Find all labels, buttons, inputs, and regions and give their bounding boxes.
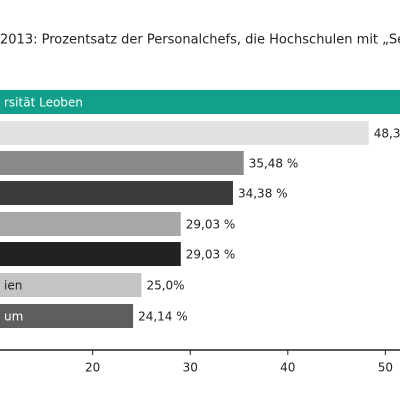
bar	[0, 151, 244, 175]
category-label: um	[4, 310, 23, 324]
bar	[0, 90, 400, 114]
category-label: ien	[4, 279, 22, 293]
chart-title: 2013: Prozentsatz der Personalchefs, die…	[0, 33, 400, 48]
bar	[0, 181, 233, 205]
x-tick-label: 50	[378, 361, 393, 375]
x-tick-label: 20	[85, 361, 100, 375]
value-label: 29,03 %	[186, 248, 236, 262]
value-label: 29,03 %	[186, 218, 236, 232]
value-label: 35,48 %	[249, 157, 299, 171]
category-label: rsität Leoben	[4, 96, 83, 110]
x-tick-label: 30	[183, 361, 198, 375]
bar	[0, 121, 369, 145]
bar	[0, 212, 181, 236]
x-tick-label: 40	[280, 361, 295, 375]
bar	[0, 242, 181, 266]
bar	[0, 304, 134, 328]
value-label: 34,38 %	[238, 187, 288, 201]
value-label: 48,3	[374, 127, 400, 141]
bar	[0, 273, 142, 297]
value-label: 25,0%	[146, 279, 184, 293]
value-label: 24,14 %	[138, 310, 188, 324]
